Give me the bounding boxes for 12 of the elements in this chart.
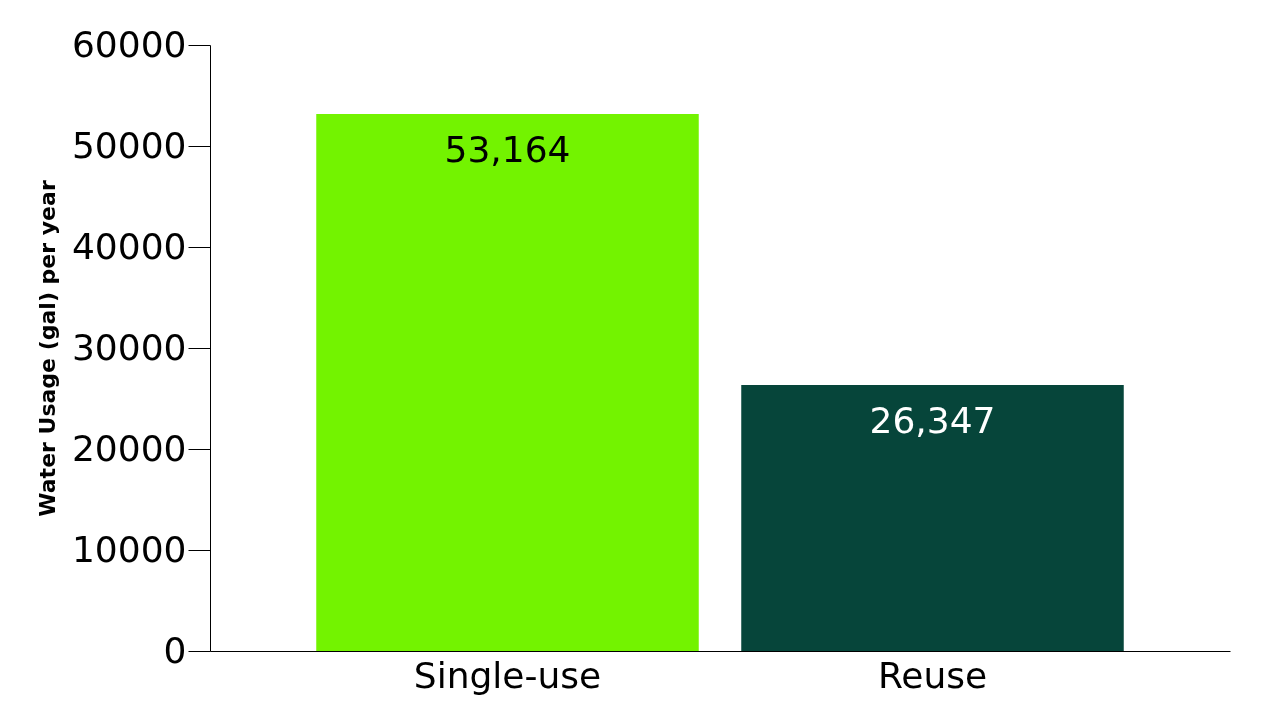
x-tick-label: Reuse <box>877 654 988 696</box>
data-label: 26,347 <box>869 399 996 441</box>
x-tick-label: Single-use <box>413 654 602 696</box>
y-tick-label: 40000 <box>71 225 187 267</box>
y-tick-label: 60000 <box>71 23 187 65</box>
y-tick-label: 20000 <box>71 427 187 469</box>
y-axis-title: Water Usage (gal) per year <box>34 180 60 517</box>
data-label: 53,164 <box>444 129 571 171</box>
y-tick-label: 0 <box>163 629 187 671</box>
y-tick-label: 30000 <box>71 326 187 368</box>
y-tick-label: 50000 <box>71 124 187 166</box>
y-tick-label: 10000 <box>71 528 187 570</box>
